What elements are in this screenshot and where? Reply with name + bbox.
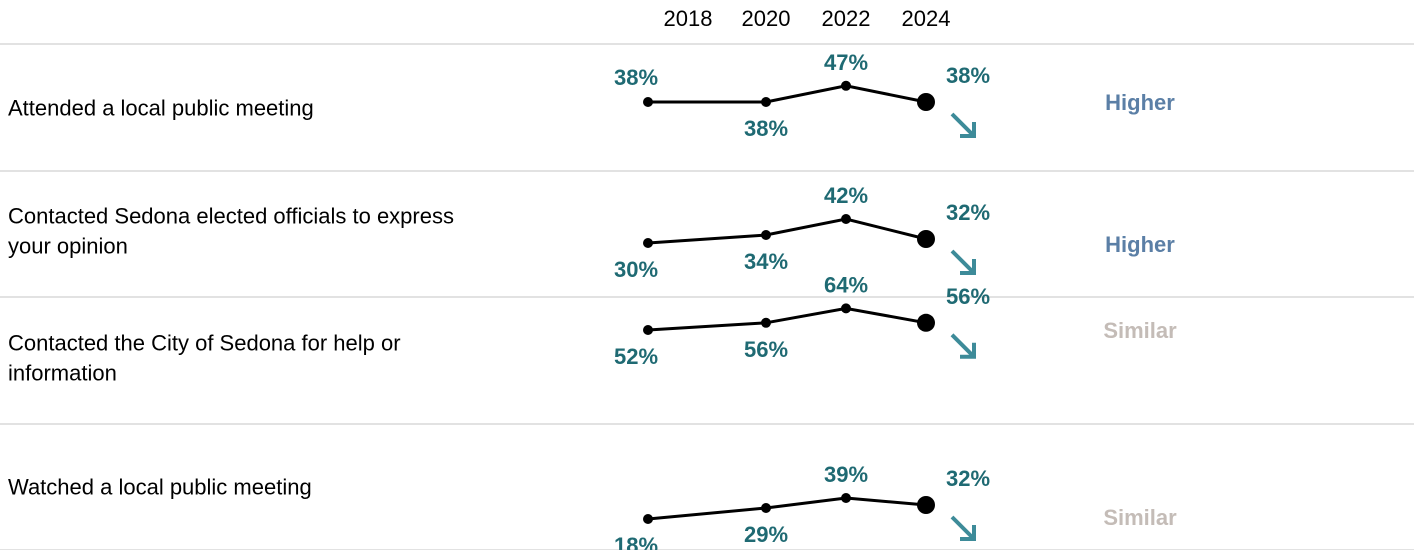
trend-down-arrow-icon xyxy=(950,333,974,357)
value-label-2024: 56% xyxy=(946,284,990,309)
data-point-2024 xyxy=(917,313,935,332)
trend-down-arrow-icon xyxy=(960,525,976,541)
chart-row: Watched a local public meeting 18% 29% 39% 3… xyxy=(0,462,1414,550)
data-point-2018 xyxy=(643,325,653,335)
chart-row: Contacted the City of Sedona for help or… xyxy=(0,272,1414,425)
trend-line xyxy=(647,496,927,521)
comparison-label: Higher xyxy=(1105,232,1175,257)
data-point-2024 xyxy=(917,230,935,248)
row-label: Contacted Sedona elected officials to ex… xyxy=(8,204,454,229)
trend-down-arrow-icon xyxy=(950,515,974,539)
data-point-2024 xyxy=(917,496,935,514)
data-point-2020 xyxy=(761,230,771,240)
year-header: 2018 2020 2022 2024 xyxy=(664,6,951,31)
chart-row: Attended a local public meeting 38% 38% 47%… xyxy=(0,50,1414,172)
data-point-2020 xyxy=(761,97,771,107)
trend-down-arrow-icon xyxy=(950,112,974,136)
year-label-2018: 2018 xyxy=(664,6,713,31)
trend-down-arrow-icon xyxy=(960,342,976,359)
row-label: your opinion xyxy=(8,234,128,259)
row-label: Contacted the City of Sedona for help or xyxy=(8,331,401,356)
data-point-2020 xyxy=(761,317,771,328)
value-label-2018: 38% xyxy=(614,65,658,90)
year-label-2024: 2024 xyxy=(902,6,951,31)
data-point-2022 xyxy=(841,214,851,224)
trend-down-arrow-icon xyxy=(950,249,974,273)
row-label: Watched a local public meeting xyxy=(8,475,312,500)
data-point-2022 xyxy=(841,303,851,314)
trend-down-arrow-icon xyxy=(960,259,976,275)
value-label-2020: 29% xyxy=(744,522,788,547)
value-label-2024: 38% xyxy=(946,63,990,88)
value-label-2018: 30% xyxy=(614,257,658,282)
data-point-2018 xyxy=(643,97,653,107)
data-point-2024 xyxy=(917,93,935,111)
trend-line xyxy=(647,306,927,332)
trend-down-arrow-icon xyxy=(960,122,976,138)
data-point-2018 xyxy=(643,514,653,524)
comparison-label: Similar xyxy=(1103,318,1177,343)
chart-row: Contacted Sedona elected officials to ex… xyxy=(0,183,1414,298)
value-label-2022: 47% xyxy=(824,50,868,75)
value-label-2020: 38% xyxy=(744,116,788,141)
row-label: information xyxy=(8,361,117,386)
data-point-2022 xyxy=(841,80,851,91)
value-label-2022: 64% xyxy=(824,272,868,297)
data-point-2020 xyxy=(761,503,771,513)
chart-rows: Attended a local public meeting 38% 38% 47%… xyxy=(0,43,1414,550)
value-label-2024: 32% xyxy=(946,200,990,225)
data-point-2018 xyxy=(643,238,653,248)
value-label-2020: 56% xyxy=(744,337,788,362)
value-label-2022: 42% xyxy=(824,183,868,208)
value-label-2024: 32% xyxy=(946,466,990,491)
trend-line xyxy=(648,84,927,104)
value-label-2022: 39% xyxy=(824,462,868,487)
value-label-2018: 18% xyxy=(614,533,658,550)
comparison-label: Higher xyxy=(1105,90,1175,115)
year-label-2020: 2020 xyxy=(742,6,791,31)
data-point-2022 xyxy=(841,493,851,503)
trend-line xyxy=(647,217,927,245)
row-label: Attended a local public meeting xyxy=(8,96,314,121)
year-label-2022: 2022 xyxy=(822,6,871,31)
comparison-label: Similar xyxy=(1103,505,1177,530)
value-label-2018: 52% xyxy=(614,344,658,369)
value-label-2020: 34% xyxy=(744,249,788,274)
